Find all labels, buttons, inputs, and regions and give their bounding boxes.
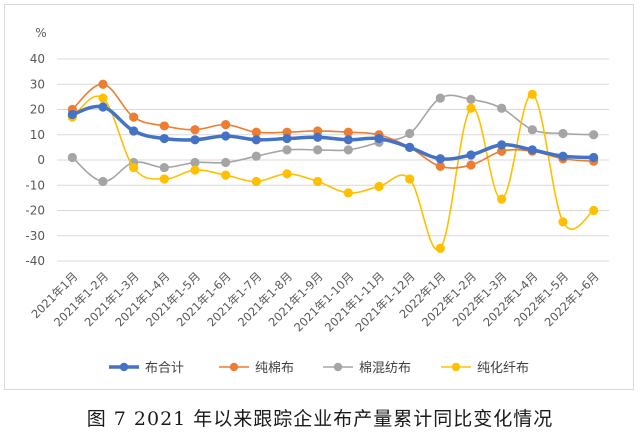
data-point-3 <box>589 130 599 140</box>
data-point-2 <box>221 120 231 130</box>
data-point-1 <box>282 133 292 144</box>
data-point-3 <box>159 162 169 173</box>
y-tick-label: 20 <box>30 103 45 117</box>
data-point-3 <box>343 145 353 155</box>
data-point-1 <box>435 154 445 164</box>
data-point-1 <box>221 131 231 141</box>
data-point-4 <box>435 243 445 253</box>
data-point-1 <box>251 135 261 145</box>
data-point-3 <box>251 151 261 161</box>
y-tick-label: -30 <box>25 229 45 243</box>
data-point-4 <box>221 170 231 180</box>
data-point-2 <box>466 160 476 170</box>
data-point-4 <box>98 93 108 103</box>
data-point-1 <box>374 133 384 144</box>
data-point-4 <box>129 162 139 173</box>
data-point-3 <box>98 176 108 187</box>
legend-label: 纯化纤布 <box>477 361 529 376</box>
data-point-4 <box>313 176 323 187</box>
data-point-4 <box>558 217 568 227</box>
data-point-2 <box>159 121 169 131</box>
grid-layer <box>57 58 609 262</box>
legend-label: 布合计 <box>145 361 184 376</box>
data-point-1 <box>589 152 599 163</box>
series-layer <box>67 79 599 253</box>
y-tick-label: 10 <box>30 128 45 142</box>
y-tick-label: 30 <box>30 77 45 91</box>
y-tick-label: -40 <box>25 254 45 268</box>
legend-label: 纯棉布 <box>255 361 294 376</box>
data-point-4 <box>282 169 292 179</box>
data-point-3 <box>221 157 231 168</box>
data-point-1 <box>527 145 537 155</box>
data-point-1 <box>129 126 139 136</box>
y-tick-label: 0 <box>37 153 45 167</box>
legend-swatch-marker <box>229 362 239 372</box>
data-point-3 <box>190 157 200 168</box>
data-point-1 <box>159 133 169 144</box>
data-point-4 <box>159 174 169 184</box>
data-point-1 <box>98 102 108 112</box>
legend-label: 棉混纺布 <box>359 361 411 376</box>
figure-caption: 图 7 2021 年以来跟踪企业布产量累计同比变化情况 <box>86 408 554 430</box>
data-point-2 <box>435 161 445 171</box>
data-point-3 <box>282 145 292 155</box>
data-point-4 <box>589 205 599 216</box>
data-point-4 <box>374 181 384 192</box>
data-point-4 <box>497 194 507 204</box>
data-point-3 <box>67 152 77 163</box>
data-point-1 <box>497 140 507 150</box>
data-point-3 <box>527 125 537 135</box>
data-point-2 <box>343 127 353 137</box>
legend: 布合计 纯棉布 棉混纺布 纯化纤布 <box>109 361 529 376</box>
y-tick-label: -10 <box>25 178 45 192</box>
data-point-1 <box>558 151 568 161</box>
data-point-4 <box>190 165 200 175</box>
data-point-2 <box>98 79 108 89</box>
data-point-2 <box>190 125 200 135</box>
data-point-3 <box>558 128 568 139</box>
data-point-2 <box>129 112 139 122</box>
line-chart: %403020100-10-20-30-402021年1月2021年1-2月20… <box>25 26 609 376</box>
data-point-3 <box>405 128 415 139</box>
data-point-2 <box>251 127 261 137</box>
legend-swatch-marker <box>451 362 461 372</box>
data-point-1 <box>190 135 200 145</box>
legend-swatch-marker <box>119 362 129 372</box>
data-point-3 <box>313 145 323 155</box>
chart-frame: % 40 30 20 10 0 -10 -20 -30 -40 2021年1月 2021年1-2月 20… <box>4 4 634 390</box>
data-point-1 <box>343 135 353 145</box>
data-point-4 <box>405 174 415 184</box>
data-point-4 <box>527 89 537 99</box>
data-point-3 <box>466 94 476 105</box>
data-point-4 <box>343 188 353 198</box>
data-point-4 <box>251 176 261 187</box>
legend-swatch-marker <box>333 362 343 372</box>
data-point-1 <box>466 150 476 160</box>
data-point-4 <box>466 103 476 113</box>
data-point-3 <box>497 103 507 113</box>
data-point-3 <box>435 93 445 103</box>
y-tick-label: -20 <box>25 204 45 218</box>
y-axis-unit-label: % <box>35 26 46 40</box>
data-point-1 <box>313 132 323 142</box>
data-point-1 <box>405 142 415 152</box>
data-point-1 <box>67 109 77 120</box>
y-tick-label: 40 <box>30 52 45 66</box>
